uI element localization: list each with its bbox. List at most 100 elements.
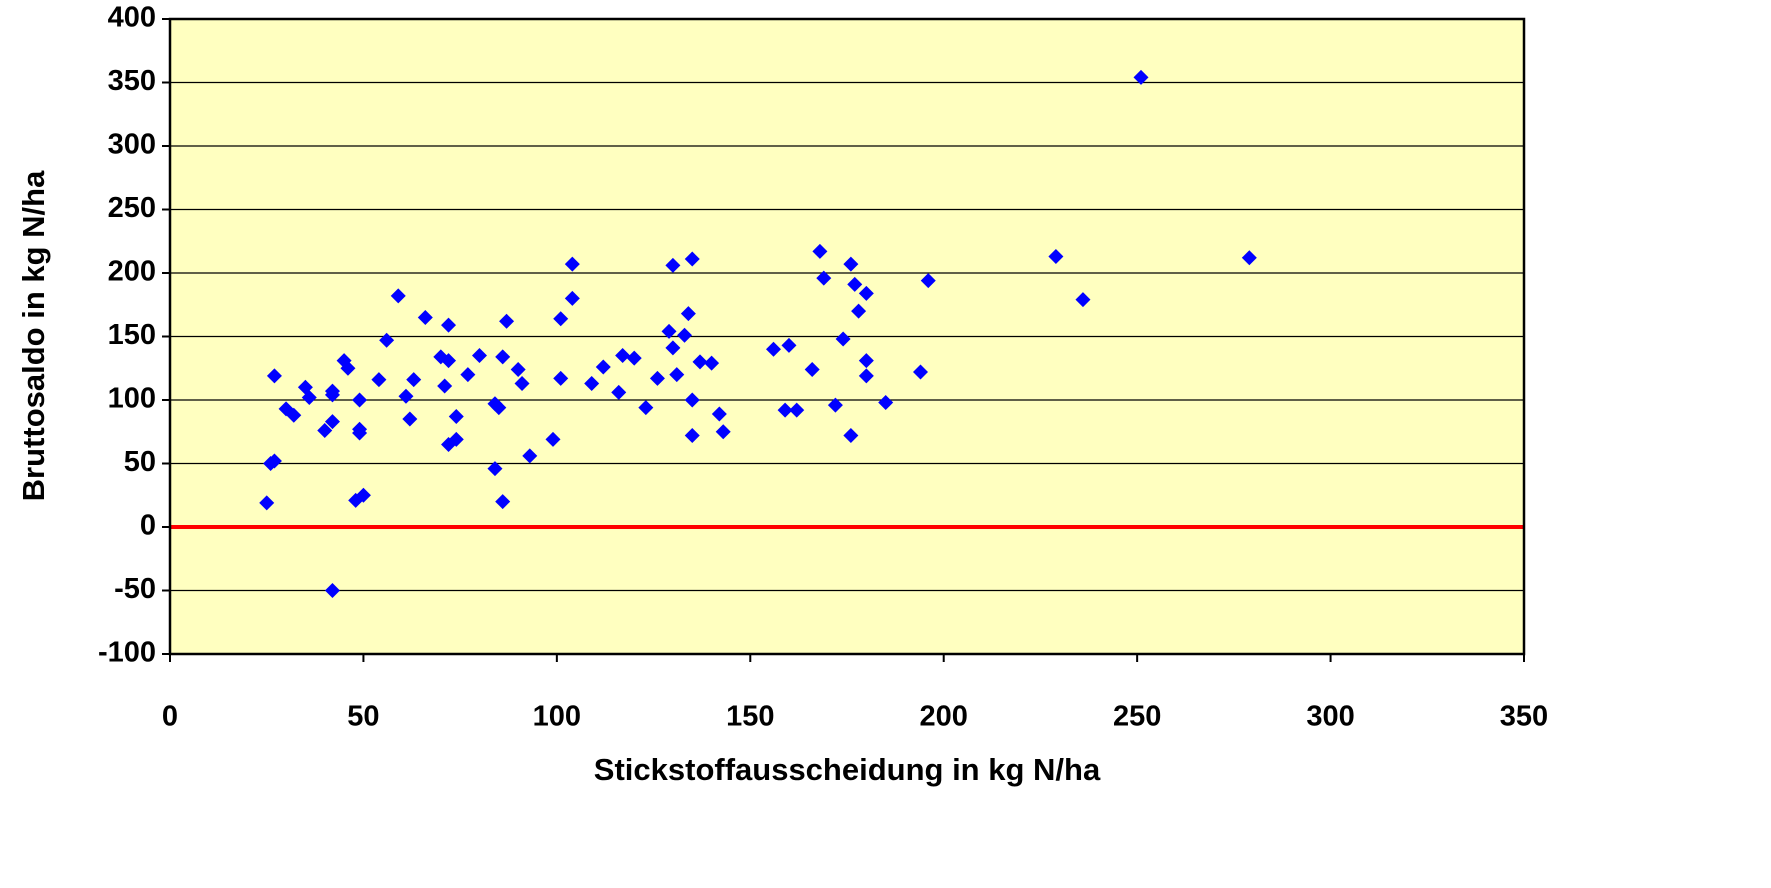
point: [680, 306, 696, 322]
x-tick-label: 0: [162, 701, 178, 733]
y-tick-label: 150: [108, 319, 156, 351]
point: [352, 392, 368, 408]
point: [649, 370, 665, 386]
point: [816, 270, 832, 286]
y-tick-label: 400: [108, 2, 156, 34]
point: [390, 288, 406, 304]
point: [626, 350, 642, 366]
point: [692, 354, 708, 370]
point: [878, 395, 894, 411]
point: [441, 353, 457, 369]
point: [1075, 292, 1091, 308]
point: [804, 362, 820, 378]
point: [858, 353, 874, 369]
point: [286, 407, 302, 423]
point: [1241, 250, 1257, 266]
point: [460, 367, 476, 383]
point: [684, 428, 700, 444]
point: [522, 448, 538, 464]
point: [812, 243, 828, 259]
x-tick-label: 50: [347, 701, 379, 733]
point: [677, 327, 693, 343]
point: [858, 368, 874, 384]
point: [1133, 69, 1149, 85]
point: [1048, 248, 1064, 264]
point: [352, 425, 368, 441]
point: [777, 402, 793, 418]
point: [615, 348, 631, 364]
point: [827, 397, 843, 413]
point: [402, 411, 418, 427]
point: [514, 375, 530, 391]
point: [437, 378, 453, 394]
point: [491, 400, 507, 416]
x-axis-title: Stickstoffausscheidung in kg N/ha: [594, 752, 1101, 787]
point: [851, 303, 867, 319]
point: [499, 313, 515, 329]
point: [781, 337, 797, 353]
point: [684, 392, 700, 408]
point: [317, 422, 333, 438]
point: [355, 487, 371, 503]
point: [324, 583, 340, 598]
point: [487, 461, 503, 477]
point: [448, 409, 464, 425]
point: [471, 348, 487, 364]
point: [711, 406, 727, 422]
y-tick-label: 200: [108, 256, 156, 288]
point: [266, 453, 282, 469]
point: [553, 311, 569, 327]
point: [843, 428, 859, 444]
y-tick-label: 0: [140, 510, 156, 542]
x-tick-label: 250: [1113, 701, 1161, 733]
point: [669, 367, 685, 383]
x-tick-label: 350: [1500, 701, 1548, 733]
point: [495, 349, 511, 365]
point: [564, 256, 580, 272]
point: [665, 340, 681, 356]
point: [448, 431, 464, 447]
point: [765, 341, 781, 357]
point: [843, 256, 859, 272]
point: [704, 355, 720, 371]
point: [715, 424, 731, 440]
x-tick-label: 300: [1306, 701, 1354, 733]
y-axis-title: Bruttosaldo in kg N/ha: [16, 170, 51, 501]
point: [301, 389, 317, 405]
x-tick-label: 200: [920, 701, 968, 733]
point: [259, 495, 275, 511]
point: [835, 331, 851, 347]
point: [665, 257, 681, 273]
y-tick-label: 350: [108, 65, 156, 97]
point: [545, 431, 561, 447]
point: [398, 388, 414, 404]
point: [584, 375, 600, 391]
y-tick-label: -100: [98, 637, 156, 669]
point: [340, 360, 356, 376]
y-tick-label: -50: [114, 573, 156, 605]
point: [406, 372, 422, 388]
point: [858, 285, 874, 301]
x-tick-label: 100: [533, 701, 581, 733]
point: [417, 309, 433, 325]
point: [684, 251, 700, 267]
point: [379, 332, 395, 348]
point: [661, 323, 677, 339]
point: [789, 402, 805, 418]
point: [510, 362, 526, 378]
point: [638, 400, 654, 416]
y-tick-label: 50: [124, 446, 156, 478]
x-tick-label: 150: [726, 701, 774, 733]
point: [920, 273, 936, 289]
point: [371, 372, 387, 388]
y-tick-label: 250: [108, 192, 156, 224]
point: [847, 276, 863, 292]
point: [324, 387, 340, 403]
y-tick-label: 100: [108, 383, 156, 415]
point: [564, 290, 580, 306]
point: [913, 364, 929, 380]
point: [595, 359, 611, 375]
point: [441, 317, 457, 333]
y-tick-label: 300: [108, 129, 156, 161]
